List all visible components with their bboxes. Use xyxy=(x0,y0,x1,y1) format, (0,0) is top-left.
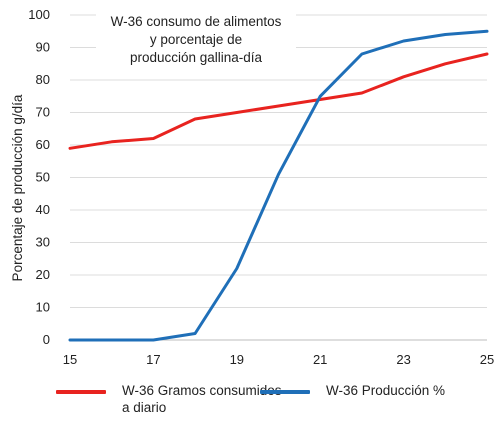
legend: W-36 Gramos consumidos a diario W-36 Pro… xyxy=(0,378,500,427)
y-tick-labels: 0 10 20 30 40 50 60 70 80 90 100 xyxy=(28,7,50,347)
series xyxy=(68,29,489,342)
legend-swatch-feed xyxy=(56,390,106,394)
y-tick-label: 0 xyxy=(43,332,50,347)
x-tick-label: 19 xyxy=(230,352,244,367)
y-tick-label: 60 xyxy=(36,137,50,152)
y-tick-label: 50 xyxy=(36,170,50,185)
y-tick-label: 30 xyxy=(36,235,50,250)
chart-title-line-3: producción gallina-día xyxy=(130,50,263,65)
chart-title-line-2: y porcentaje de xyxy=(150,32,242,47)
y-tick-label: 20 xyxy=(36,267,50,282)
chart-title-line-1: W-36 consumo de alimentos xyxy=(111,14,282,29)
legend-swatch-production xyxy=(260,390,310,394)
y-tick-label: 70 xyxy=(36,105,50,120)
y-tick-label: 80 xyxy=(36,72,50,87)
legend-item-production: W-36 Producción % xyxy=(260,382,445,399)
x-tick-label: 17 xyxy=(146,352,160,367)
legend-label-feed: W-36 Gramos consumidos a diario xyxy=(122,382,282,416)
series-line-production xyxy=(68,29,489,342)
legend-item-feed: W-36 Gramos consumidos a diario xyxy=(56,382,282,416)
y-tick-label: 90 xyxy=(36,40,50,55)
legend-label-feed-line-2: a diario xyxy=(122,400,167,415)
x-tick-label: 25 xyxy=(480,352,494,367)
y-tick-label: 10 xyxy=(36,300,50,315)
legend-label-production: W-36 Producción % xyxy=(326,383,446,398)
x-tick-labels: 15 17 19 21 23 25 xyxy=(63,352,494,367)
title-backdrop xyxy=(96,10,296,68)
legend-label-feed-line-1: W-36 Gramos consumidos xyxy=(122,383,282,398)
x-tick-label: 23 xyxy=(396,352,410,367)
x-tick-label: 21 xyxy=(313,352,327,367)
chart-area: 0 10 20 30 40 50 60 70 80 90 100 15 17 19 21 23 25 Porc… xyxy=(10,7,494,367)
y-axis-title: Porcentaje de producción g/día xyxy=(10,94,25,281)
x-tick-label: 15 xyxy=(63,352,77,367)
y-tick-label: 40 xyxy=(36,202,50,217)
y-tick-label: 100 xyxy=(28,7,50,22)
series-line-feed xyxy=(68,52,489,150)
